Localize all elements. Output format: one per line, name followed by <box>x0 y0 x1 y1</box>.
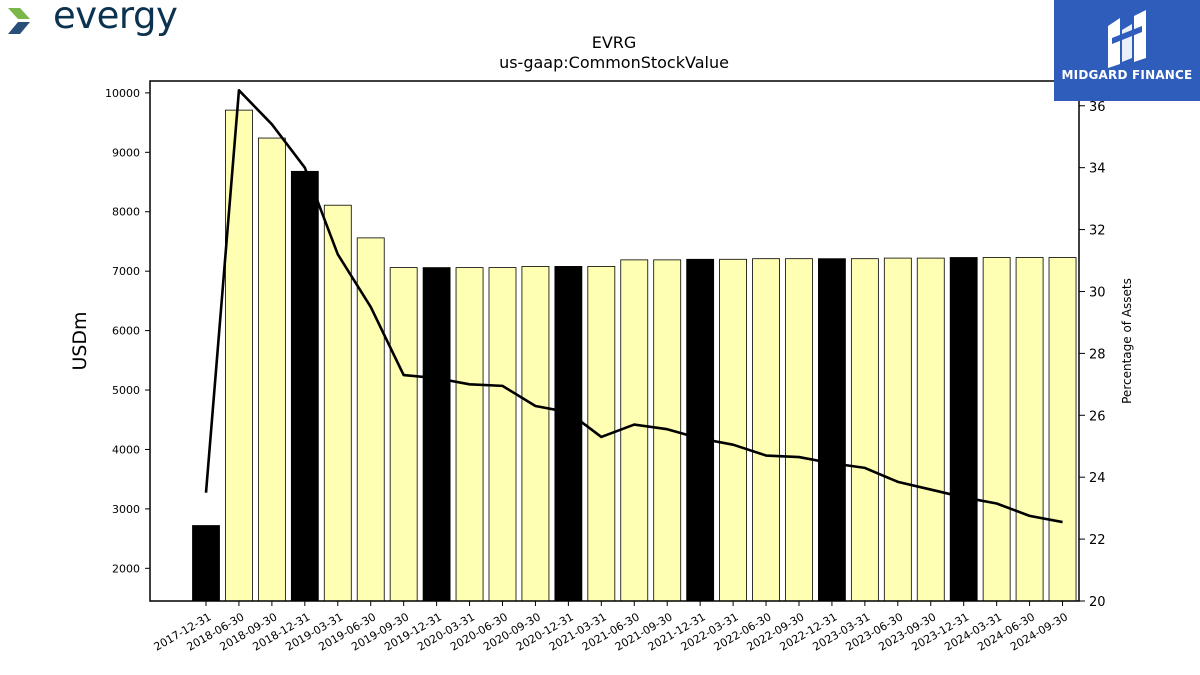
y-tick-label: 4000 <box>112 443 140 456</box>
y-tick-label: 10000 <box>105 87 140 100</box>
bar-series <box>192 109 1077 602</box>
bar <box>1015 257 1044 602</box>
bar <box>850 258 879 602</box>
chart-subtitle: us-gaap:CommonStockValue <box>499 53 729 72</box>
bar <box>290 170 319 602</box>
y-tick-label: 3000 <box>112 503 140 516</box>
y2-tick-label: 26 <box>1089 409 1106 424</box>
y-tick-label: 7000 <box>112 265 140 278</box>
chart-title: EVRG <box>592 33 637 52</box>
y-tick-label: 2000 <box>112 562 140 575</box>
bar <box>818 258 846 602</box>
bar <box>422 267 451 602</box>
y2-tick-label: 22 <box>1089 533 1106 548</box>
bar <box>883 257 912 602</box>
bar <box>719 258 748 602</box>
percentage-line-series <box>204 88 1063 524</box>
y2-tick-label: 34 <box>1089 162 1106 177</box>
chevron-icon <box>8 8 30 34</box>
y2-tick-label: 28 <box>1089 347 1106 362</box>
bar <box>225 109 253 602</box>
bar <box>1048 257 1077 602</box>
bar <box>982 257 1011 602</box>
bar <box>916 257 945 602</box>
bar <box>488 267 517 602</box>
company-wordmark: evergy <box>53 0 178 37</box>
y2-tick-label: 24 <box>1089 471 1106 486</box>
bar <box>192 525 220 602</box>
plot-frame <box>149 80 1080 602</box>
bar <box>785 258 813 602</box>
y-tick-label: 8000 <box>112 206 140 219</box>
bar <box>686 258 715 602</box>
y-axis-label: USDm <box>69 311 91 370</box>
evergy-logo: evergy <box>6 0 196 44</box>
y2-tick-label: 36 <box>1089 100 1106 115</box>
y-axis-right: 20 22 24 26 28 30 32 34 36 <box>1079 100 1106 610</box>
bar <box>389 267 418 602</box>
bar <box>356 237 385 602</box>
y-tick-label: 6000 <box>112 325 140 338</box>
x-axis: 2017-12-312018-06-302018-09-302018-12-31… <box>152 601 1070 654</box>
y-axis-left: 2000 3000 4000 5000 6000 7000 8000 9000 10000 <box>105 87 150 575</box>
y2-axis-label: Percentage of Assets <box>1120 278 1134 404</box>
midgard-name: MIDGARD FINANCE <box>1061 68 1193 82</box>
bar <box>257 137 286 602</box>
bar <box>620 259 649 602</box>
bar <box>554 266 583 602</box>
midgard-watermark: MIDGARD FINANCE <box>1054 0 1200 101</box>
bar <box>455 267 484 602</box>
y2-tick-label: 20 <box>1089 595 1106 610</box>
bar <box>521 266 550 602</box>
midgard-logo-icon <box>1108 10 1146 68</box>
y2-tick-label: 32 <box>1089 224 1106 239</box>
y-tick-label: 5000 <box>112 384 140 397</box>
bar <box>949 257 978 602</box>
bar <box>323 204 352 602</box>
y2-tick-label: 30 <box>1089 285 1106 300</box>
y-tick-label: 9000 <box>112 146 140 159</box>
bar <box>752 258 780 602</box>
